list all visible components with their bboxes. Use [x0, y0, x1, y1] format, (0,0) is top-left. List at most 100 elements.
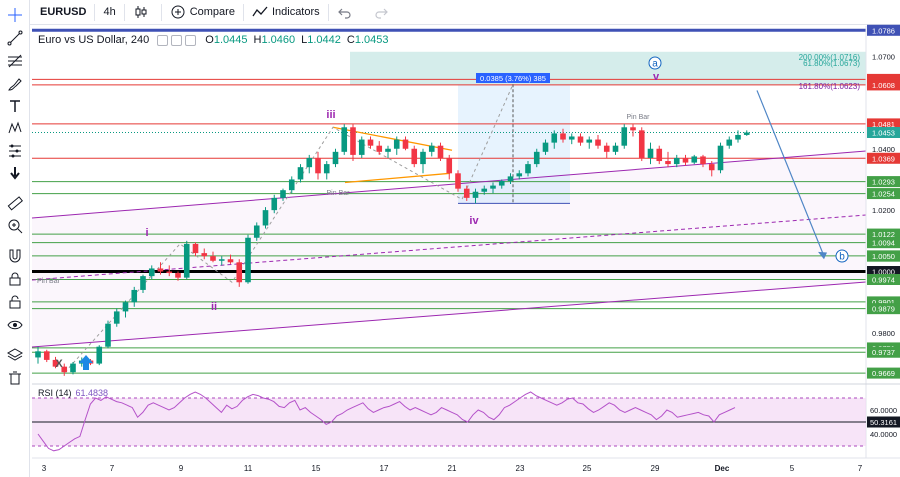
layers-icon[interactable] [6, 346, 24, 364]
time-tick-label: 11 [244, 464, 253, 473]
magnet-icon[interactable] [6, 247, 24, 265]
candle-body [201, 253, 208, 257]
interval-button[interactable]: 4h [103, 6, 116, 18]
candle-body [61, 366, 68, 373]
candle-body [236, 262, 243, 283]
fib-zone [350, 51, 866, 85]
pin-bar-label: Pin Bar [327, 190, 351, 197]
brush-icon[interactable] [6, 75, 24, 93]
candle-body [708, 164, 715, 171]
wave-label: X [55, 358, 63, 370]
trendline-icon[interactable] [6, 29, 24, 47]
time-tick-label: 15 [312, 464, 321, 473]
price-label-bg [867, 250, 900, 262]
lock-icon[interactable] [6, 270, 24, 288]
low-label: L [301, 34, 308, 46]
rsi-label: RSI (14) [38, 388, 72, 398]
price-label: 1.0700 [872, 53, 895, 62]
legend-remove-icon[interactable] [185, 34, 197, 46]
ruler-icon[interactable] [6, 194, 24, 212]
legend-title: Euro vs US Dollar, 240 [38, 34, 150, 46]
compare-button[interactable]: Compare [162, 0, 243, 25]
candle-body [52, 359, 59, 367]
price-label-bg [867, 296, 900, 308]
price-label-bg [867, 303, 900, 315]
triangle-lower-line [344, 172, 451, 184]
toolbar-divider [94, 3, 96, 21]
candle-body [560, 133, 566, 140]
time-tick-label: 7 [110, 464, 115, 473]
chart-style-button[interactable] [125, 0, 161, 25]
time-tick-label: 17 [380, 464, 389, 473]
chart-legend: Euro vs US Dollar, 240 O1.0445 H1.0460 L… [38, 34, 389, 46]
toolbar-divider [123, 3, 125, 21]
top-toolbar: EURUSD 4h Compare Indicators [0, 0, 900, 25]
price-label: 1.0050 [872, 252, 895, 261]
candle-body [166, 271, 173, 274]
candle-body [183, 243, 190, 278]
measure-icon[interactable] [6, 142, 24, 160]
time-tick-label: 7 [858, 464, 863, 473]
fib-icon[interactable] [6, 52, 24, 70]
time-tick-label: 23 [516, 464, 525, 473]
candle-body [586, 139, 593, 143]
symbol-search[interactable]: EURUSD [40, 6, 87, 18]
price-label-bg [867, 237, 900, 249]
high-label: H [253, 34, 262, 46]
fib-label: 161.80%(1.0623) [799, 82, 861, 91]
candle-body [367, 139, 374, 146]
candle-body [192, 243, 199, 254]
price-label: 0.9800 [872, 329, 895, 338]
compare-label: Compare [189, 6, 235, 18]
pattern-icon[interactable] [6, 119, 24, 137]
pin-bar-label: Pin Bar [37, 278, 61, 285]
candle-body [656, 148, 663, 162]
candle-body [647, 148, 654, 158]
legend-toggle-icon[interactable] [157, 34, 169, 46]
candle-body [385, 148, 391, 152]
candle-body [393, 139, 400, 149]
measure-label-bg [476, 73, 550, 83]
price-label-bg [867, 188, 900, 200]
redo-icon [373, 4, 389, 20]
candle-body [113, 311, 120, 324]
fib-label: 200.00%(1.0716) [799, 53, 861, 62]
candle-body [341, 127, 348, 152]
candle-body [665, 161, 671, 165]
indicators-icon [252, 4, 268, 20]
candle-body [516, 173, 523, 177]
candle-body [306, 157, 313, 168]
price-label-bg [867, 346, 900, 358]
unlock-icon[interactable] [6, 293, 24, 311]
price-label-bg [867, 126, 900, 138]
bounce-arrow-icon [79, 355, 93, 370]
candle-body [175, 273, 181, 278]
candles-icon [133, 4, 149, 20]
wave-circle-label: b [839, 252, 845, 263]
trash-icon[interactable] [6, 369, 24, 387]
candle-body [743, 132, 750, 135]
legend-settings-icon[interactable] [171, 34, 183, 46]
candle-body [131, 289, 138, 303]
text-icon[interactable] [6, 97, 24, 115]
price-label: 1.0369 [872, 154, 895, 163]
undo-icon [337, 4, 353, 20]
eye-icon[interactable] [6, 316, 24, 334]
candle-body [472, 191, 479, 198]
wave-label: iv [469, 215, 479, 227]
candle-body [262, 210, 269, 226]
zoom-in-icon[interactable] [6, 217, 24, 235]
candle-body [533, 151, 540, 165]
wave-label: v [653, 71, 660, 83]
crosshair-icon[interactable] [6, 6, 24, 24]
time-tick-label: 25 [583, 464, 592, 473]
undo-button[interactable] [329, 0, 365, 25]
price-label: 1.0453 [872, 128, 895, 137]
rsi-current-label: 50.3161 [870, 418, 897, 427]
redo-button[interactable] [365, 0, 401, 25]
candle-body [455, 173, 461, 189]
arrow-down-icon[interactable] [6, 164, 24, 182]
indicators-button[interactable]: Indicators [244, 0, 328, 25]
candle-body [332, 151, 339, 165]
